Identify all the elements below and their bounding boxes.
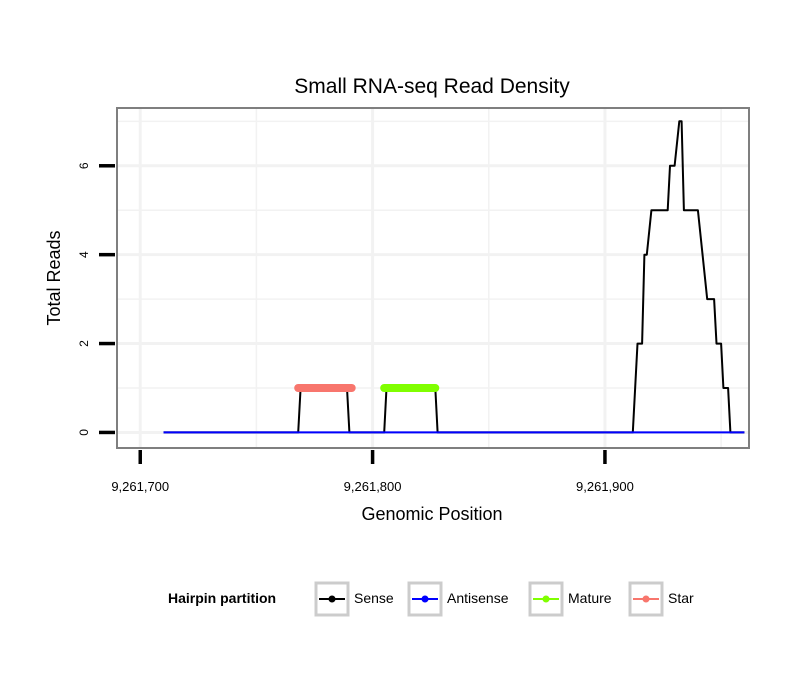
y-tick-label: 0 xyxy=(77,429,91,436)
x-tick-label: 9,261,900 xyxy=(576,479,634,494)
plot-panel xyxy=(116,107,750,449)
legend-label: Mature xyxy=(568,590,612,606)
x-tick-label: 9,261,800 xyxy=(344,479,402,494)
y-tick-label: 6 xyxy=(77,162,91,169)
legend-label: Sense xyxy=(354,590,394,606)
y-tick-label: 4 xyxy=(77,251,91,258)
x-tick-label: 9,261,700 xyxy=(111,479,169,494)
legend-key-point xyxy=(542,595,550,603)
series-line-sense xyxy=(163,120,745,434)
legend-items: Sense Antisense Mature Star xyxy=(314,581,694,617)
legend-label: Star xyxy=(668,590,694,606)
chart-title: Small RNA-seq Read Density xyxy=(294,75,570,98)
legend: Hairpin partition Sense Antisense Mature St… xyxy=(168,581,694,617)
legend-label: Antisense xyxy=(447,590,509,606)
grid-lines xyxy=(118,109,748,447)
axes: 9,261,700 9,261,800 9,261,900 0 2 4 6 xyxy=(77,162,634,494)
legend-key-point xyxy=(421,595,429,603)
x-axis-title: Genomic Position xyxy=(361,504,502,524)
legend-key-point xyxy=(328,595,336,603)
y-tick-label: 2 xyxy=(77,340,91,347)
legend-title: Hairpin partition xyxy=(168,590,276,606)
y-axis-title: Total Reads xyxy=(44,230,64,325)
series-layer xyxy=(163,120,745,434)
legend-key-point xyxy=(642,595,650,603)
